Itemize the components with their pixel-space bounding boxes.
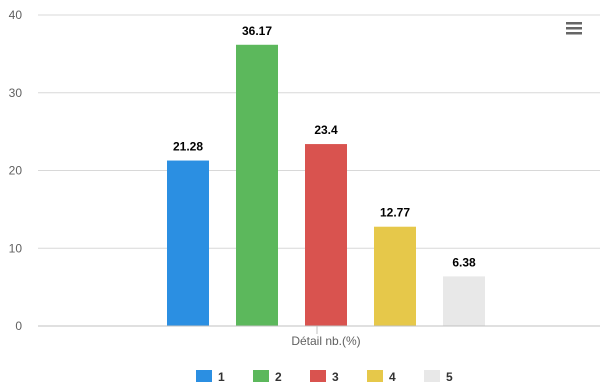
data-label: 6.38 (452, 255, 476, 269)
bar-series-5[interactable] (443, 276, 485, 326)
legend-label: 4 (389, 370, 396, 384)
x-axis: Détail nb.(%) (38, 325, 600, 348)
legend-item-2[interactable]: 2 (253, 370, 282, 384)
data-labels: 21.28 36.17 23.4 12.77 6.38 (173, 24, 476, 270)
bar-series-1[interactable] (167, 160, 209, 326)
y-tick-label: 30 (9, 86, 23, 100)
data-label: 12.77 (380, 206, 410, 220)
legend-label: 3 (332, 370, 339, 384)
data-label: 23.4 (314, 123, 338, 137)
legend-item-5[interactable]: 5 (424, 370, 453, 384)
bar-series-4[interactable] (374, 226, 416, 326)
bar-series (167, 44, 485, 326)
legend-item-1[interactable]: 1 (196, 370, 225, 384)
y-axis-ticks: 0 10 20 30 40 (9, 8, 23, 333)
data-label: 21.28 (173, 140, 203, 154)
legend-swatch (367, 370, 383, 382)
data-label: 36.17 (242, 24, 272, 38)
y-tick-label: 0 (15, 319, 22, 333)
bar-series-3[interactable] (305, 144, 347, 326)
legend-label: 1 (218, 370, 225, 384)
legend-swatch (310, 370, 326, 382)
legend-swatch (196, 370, 212, 382)
legend-swatch (424, 370, 440, 382)
legend-item-3[interactable]: 3 (310, 370, 339, 384)
x-category-label: Détail nb.(%) (291, 334, 360, 348)
y-tick-label: 40 (9, 8, 23, 22)
context-menu-button[interactable] (566, 20, 584, 36)
legend-label: 5 (446, 370, 453, 384)
legend: 1 2 3 4 5 (196, 370, 453, 384)
legend-item-4[interactable]: 4 (367, 370, 396, 384)
y-tick-label: 10 (9, 241, 23, 255)
bar-series-2[interactable] (236, 44, 278, 326)
y-tick-label: 20 (9, 164, 23, 178)
hamburger-menu-icon (566, 22, 582, 35)
legend-swatch (253, 370, 269, 382)
legend-label: 2 (275, 370, 282, 384)
